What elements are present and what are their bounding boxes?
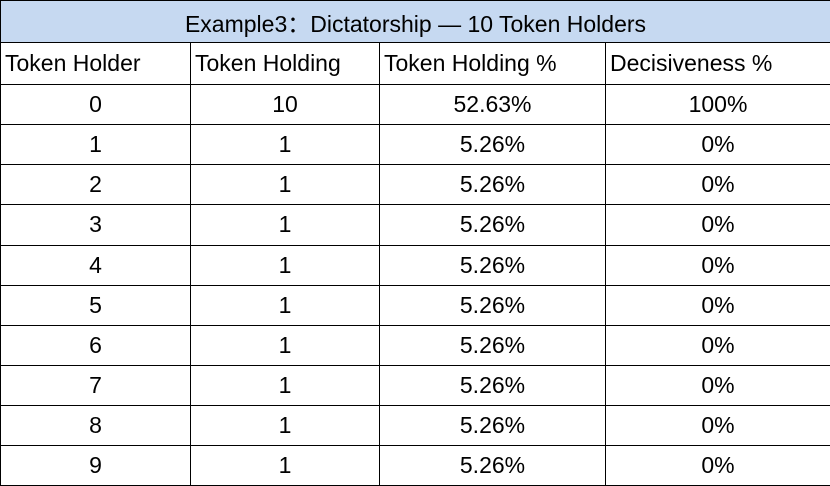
- table-cell: 5.26%: [379, 404, 606, 446]
- header-row: Token Holder Token Holding Token Holding %…: [0, 42, 830, 86]
- table-cell: 4: [0, 244, 191, 286]
- table-row: 1 1 5.26% 0%: [0, 124, 830, 166]
- table-cell: 5.26%: [379, 284, 606, 326]
- table-cell: 0%: [604, 164, 830, 206]
- table-cell: 1: [190, 284, 380, 326]
- table-row: 9 1 5.26% 0%: [0, 444, 830, 486]
- table-cell: 3: [0, 204, 191, 246]
- column-header: Token Holder: [0, 42, 191, 86]
- table-cell: 0%: [604, 284, 830, 326]
- table-cell: 9: [0, 444, 191, 486]
- table-row: 0 10 52.63% 100%: [0, 84, 830, 126]
- table-cell: 0%: [604, 204, 830, 246]
- table-cell: 1: [190, 364, 380, 406]
- table-cell: 5.26%: [379, 444, 606, 486]
- table-cell: 5.26%: [379, 164, 606, 206]
- table-cell: 1: [190, 404, 380, 446]
- table-cell: 1: [190, 164, 380, 206]
- table-cell: 5.26%: [379, 244, 606, 286]
- table-row: 8 1 5.26% 0%: [0, 404, 830, 446]
- table-row: 6 1 5.26% 0%: [0, 324, 830, 366]
- table-cell: 7: [0, 364, 191, 406]
- table-cell: 5.26%: [379, 124, 606, 166]
- table-cell: 1: [190, 204, 380, 246]
- table-cell: 8: [0, 404, 191, 446]
- table-cell: 0%: [604, 404, 830, 446]
- table-cell: 1: [190, 324, 380, 366]
- title-row: Example3：Dictatorship — 10 Token Holders: [0, 0, 830, 44]
- table-title: Example3：Dictatorship — 10 Token Holders: [0, 0, 830, 44]
- table-cell: 1: [190, 124, 380, 166]
- table-row: 4 1 5.26% 0%: [0, 244, 830, 286]
- column-header: Token Holding %: [379, 42, 606, 86]
- table-cell: 5.26%: [379, 204, 606, 246]
- table-cell: 5: [0, 284, 191, 326]
- table-cell: 100%: [604, 84, 830, 126]
- table-cell: 0%: [604, 324, 830, 366]
- table-cell: 0%: [604, 444, 830, 486]
- table-cell: 6: [0, 324, 191, 366]
- table-cell: 1: [0, 124, 191, 166]
- table-cell: 0%: [604, 124, 830, 166]
- table-cell: 1: [190, 244, 380, 286]
- table-cell: 5.26%: [379, 364, 606, 406]
- table-row: 5 1 5.26% 0%: [0, 284, 830, 326]
- table-row: 3 1 5.26% 0%: [0, 204, 830, 246]
- column-header: Decisiveness %: [604, 42, 830, 86]
- table-cell: 2: [0, 164, 191, 206]
- column-header: Token Holding: [190, 42, 380, 86]
- table-cell: 0%: [604, 244, 830, 286]
- table-row: 7 1 5.26% 0%: [0, 364, 830, 406]
- table-cell: 52.63%: [379, 84, 606, 126]
- table-row: 2 1 5.26% 0%: [0, 164, 830, 206]
- table-cell: 0: [0, 84, 191, 126]
- table-cell: 1: [190, 444, 380, 486]
- table-cell: 0%: [604, 364, 830, 406]
- table-cell: 10: [190, 84, 380, 126]
- table-cell: 5.26%: [379, 324, 606, 366]
